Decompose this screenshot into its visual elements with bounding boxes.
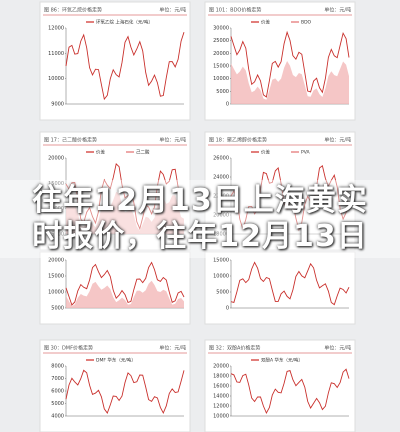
y-tick-label: 20000 [213,213,229,219]
line-decor [65,32,185,101]
y-tick-label: 5000 [51,232,64,238]
y-tick-label: 18000 [213,232,229,238]
line-decor [65,369,185,414]
panel [204,251,356,325]
area-decor [66,280,184,308]
panel [39,251,191,325]
banner: 往年12月13日上海黄实 时报价，往年12月13日 [0,180,400,258]
y-tick-label: 22000 [213,194,229,200]
legend-label: 价差 [96,149,105,156]
legend-label: DMF 华东（元/吨） [96,357,136,364]
legend-label: 价差 [261,149,270,156]
y-tick-label: 12000 [213,404,229,410]
panel-unit: 单位：元/吨 [159,137,186,144]
y-tick-label: 4000 [51,414,64,420]
line-decor [65,163,185,231]
panel-title: 图 86：环氧乙烷价格走势 [44,7,102,14]
y-tick-label: 9000 [51,102,64,108]
legend-label: BDO [301,20,312,26]
y-tick-label: 14000 [213,394,229,400]
panel-title: 图 101：BDO价格走势 [209,7,261,14]
panel-unit: 单位：元/吨 [159,345,186,352]
area-decor [66,191,184,234]
y-tick-label: 20000 [48,258,64,264]
legend-label: 双酚A 华东（元/吨） [261,357,303,364]
y-tick-label: 12000 [48,26,64,32]
y-tick-label: 20000 [213,364,229,370]
y-tick-label: 0 [226,306,229,312]
panel [204,131,356,251]
legend-label: 价差 [261,19,270,26]
y-tick-label: 10000 [213,414,229,420]
y-tick-label: 18000 [213,374,229,380]
line-decor [230,30,350,98]
legend-label: PVA [301,150,311,156]
y-tick-label: 6000 [51,389,64,395]
area-decor [231,61,349,104]
y-tick-label: 15000 [48,181,64,187]
line-decor [230,261,350,306]
y-tick-label: 10000 [48,76,64,82]
y-tick-label: 10000 [213,76,229,82]
y-tick-label: 0 [226,102,229,108]
y-tick-label: 30000 [213,26,229,32]
y-tick-label: 8000 [51,364,64,370]
panel-title: 图 30：DMF价格走势 [44,345,93,352]
y-tick-label: 20000 [48,156,64,162]
y-tick-label: 11000 [48,51,64,57]
y-tick-label: 5000 [51,306,64,312]
legend-label: 己二酸 [136,149,150,156]
banner-line: 时报价，往年12月13日 [32,219,368,254]
y-tick-label: 7000 [51,376,64,382]
panel [39,1,191,121]
panel-unit: 单位：元/吨 [324,345,351,352]
legend-label: 环氧乙烷 上海石化（元/吨） [96,19,153,26]
y-tick-label: 15000 [213,64,229,70]
y-tick-label: 16000 [213,384,229,390]
y-tick-label: 10000 [213,274,229,280]
y-tick-label: 5000 [216,290,229,296]
y-tick-label: 24000 [213,175,229,181]
panel-title: 图 18：聚乙烯醇价格走势 [209,137,267,144]
panel-unit: 单位：元/吨 [324,7,351,14]
y-tick-label: 26000 [213,156,229,162]
y-tick-label: 15000 [213,258,229,264]
line-decor [230,368,350,415]
y-tick-label: 15000 [48,274,64,280]
panel-unit: 单位：元/吨 [159,7,186,14]
line-decor [230,165,350,232]
y-tick-label: 10000 [48,290,64,296]
y-tick-label: 25000 [213,38,229,44]
y-tick-label: 10000 [48,206,64,212]
banner-line: 往年12月13日上海黄实 [32,183,368,218]
y-tick-label: 20000 [213,51,229,57]
y-tick-label: 5000 [51,401,64,407]
panel-title: 图 32：双酚A价格走势 [209,345,260,352]
line-decor [65,261,185,306]
panel-title: 图 17：己二酸价格走势 [44,137,97,144]
panel [39,339,191,432]
y-tick-label: 5000 [216,89,229,95]
panel-unit: 单位：元/吨 [324,137,351,144]
